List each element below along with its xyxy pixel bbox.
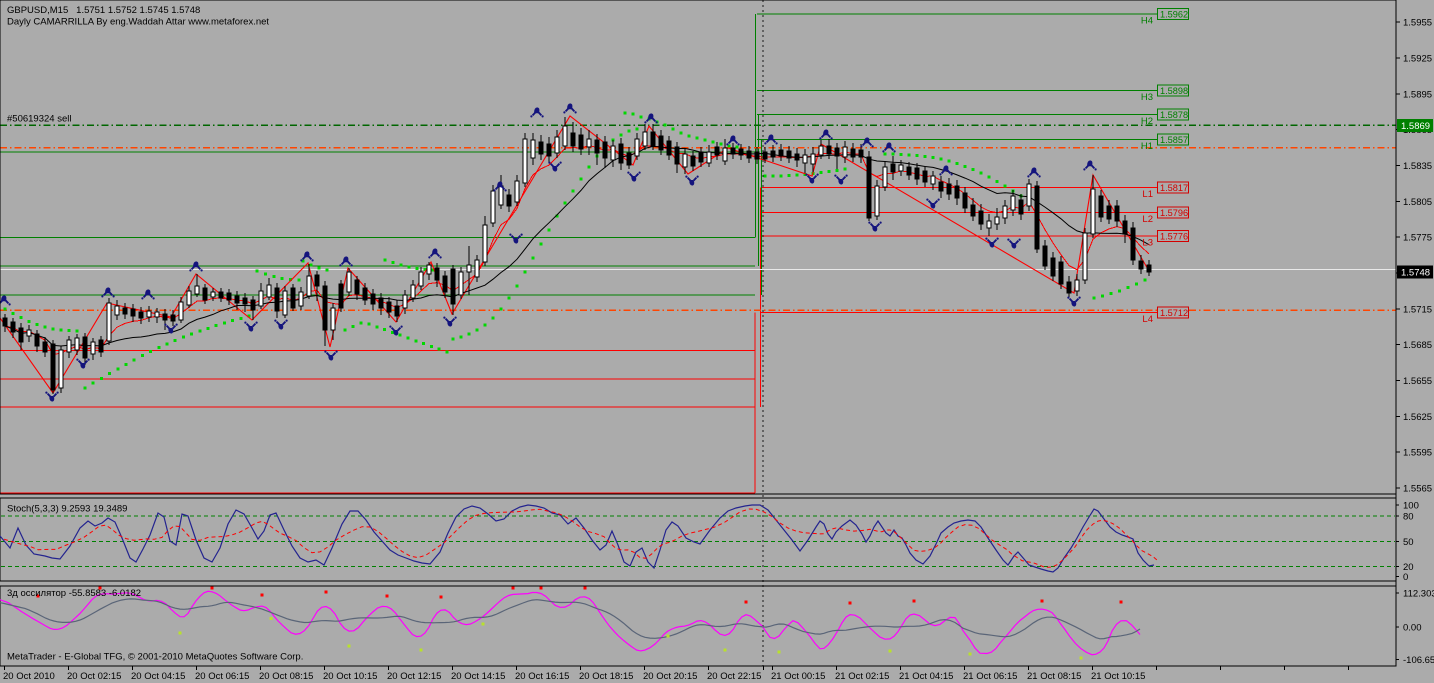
svg-text:H4: H4 [1141, 16, 1153, 27]
svg-text:20 Oct 18:15: 20 Oct 18:15 [579, 671, 633, 682]
svg-text:21 Oct 04:15: 21 Oct 04:15 [899, 671, 953, 682]
svg-text:1.5857: 1.5857 [1160, 135, 1188, 145]
svg-text:1.5805: 1.5805 [1403, 197, 1432, 208]
svg-text:21 Oct 10:15: 21 Oct 10:15 [1091, 671, 1145, 682]
svg-text:Dayly CAMARRILLA By eng.Waddah: Dayly CAMARRILLA By eng.Waddah Attar www… [7, 17, 269, 28]
svg-text:1.5625: 1.5625 [1403, 412, 1432, 423]
svg-text:100: 100 [1403, 501, 1419, 512]
svg-text:#50619324 sell: #50619324 sell [7, 114, 71, 125]
svg-text:1.5796: 1.5796 [1160, 208, 1188, 218]
svg-text:1.5565: 1.5565 [1403, 484, 1432, 495]
svg-text:1.5685: 1.5685 [1403, 340, 1432, 351]
svg-text:50: 50 [1403, 537, 1414, 548]
svg-text:1.5962: 1.5962 [1160, 10, 1188, 20]
svg-text:21 Oct 00:15: 21 Oct 00:15 [771, 671, 825, 682]
svg-text:MetaTrader - E-Global TFG, © 2: MetaTrader - E-Global TFG, © 2001-2010 M… [7, 652, 303, 663]
svg-text:1.5869: 1.5869 [1401, 121, 1430, 132]
svg-text:1.5712: 1.5712 [1160, 308, 1188, 318]
svg-text:1.5878: 1.5878 [1160, 110, 1188, 120]
svg-text:1.5835: 1.5835 [1403, 161, 1432, 172]
svg-text:20 Oct 2010: 20 Oct 2010 [3, 671, 55, 682]
svg-text:20 Oct 02:15: 20 Oct 02:15 [67, 671, 121, 682]
svg-text:L4: L4 [1142, 314, 1153, 325]
svg-text:H2: H2 [1141, 116, 1153, 127]
svg-text:L2: L2 [1142, 214, 1153, 225]
svg-text:80: 80 [1403, 512, 1414, 523]
svg-text:1.5817: 1.5817 [1160, 183, 1188, 193]
svg-text:21 Oct 06:15: 21 Oct 06:15 [963, 671, 1017, 682]
svg-text:1.5748: 1.5748 [1401, 268, 1430, 279]
svg-text:3д оссилятор -55.8583 -6.0182: 3д оссилятор -55.8583 -6.0182 [7, 588, 141, 599]
svg-text:H3: H3 [1141, 92, 1153, 103]
svg-text:1.5895: 1.5895 [1403, 89, 1432, 100]
svg-text:L1: L1 [1142, 189, 1153, 200]
svg-text:0: 0 [1403, 572, 1408, 583]
svg-text:20 Oct 04:15: 20 Oct 04:15 [131, 671, 185, 682]
svg-text:1.5655: 1.5655 [1403, 376, 1432, 387]
svg-text:1.5776: 1.5776 [1160, 232, 1188, 242]
svg-text:20 Oct 12:15: 20 Oct 12:15 [387, 671, 441, 682]
svg-text:20 Oct 10:15: 20 Oct 10:15 [323, 671, 377, 682]
svg-text:20 Oct 16:15: 20 Oct 16:15 [515, 671, 569, 682]
svg-text:1.5715: 1.5715 [1403, 304, 1432, 315]
svg-text:21 Oct 02:15: 21 Oct 02:15 [835, 671, 889, 682]
svg-text:H1: H1 [1141, 141, 1153, 152]
svg-text:20 Oct 06:15: 20 Oct 06:15 [195, 671, 249, 682]
svg-text:-106.659: -106.659 [1403, 655, 1434, 666]
svg-text:21 Oct 08:15: 21 Oct 08:15 [1027, 671, 1081, 682]
svg-text:20 Oct 14:15: 20 Oct 14:15 [451, 671, 505, 682]
svg-text:20 Oct 22:15: 20 Oct 22:15 [707, 671, 761, 682]
svg-text:1.5925: 1.5925 [1403, 54, 1432, 65]
svg-text:L3: L3 [1142, 238, 1153, 249]
svg-text:1.5898: 1.5898 [1160, 86, 1188, 96]
svg-text:20: 20 [1403, 562, 1414, 573]
svg-text:1.5595: 1.5595 [1403, 448, 1432, 459]
svg-text:1.5775: 1.5775 [1403, 233, 1432, 244]
svg-text:0.00: 0.00 [1403, 623, 1422, 634]
svg-text:Stoch(5,3,3) 9.2593 19.3489: Stoch(5,3,3) 9.2593 19.3489 [7, 504, 127, 515]
svg-text:1.5955: 1.5955 [1403, 18, 1432, 29]
svg-text:20 Oct 20:15: 20 Oct 20:15 [643, 671, 697, 682]
svg-text:20 Oct 08:15: 20 Oct 08:15 [259, 671, 313, 682]
svg-text:112.3038: 112.3038 [1403, 588, 1434, 599]
svg-text:GBPUSD,M15 1.5751 1.5752 1.5: GBPUSD,M15 1.5751 1.5752 1.5745 1.5748 [7, 5, 200, 16]
